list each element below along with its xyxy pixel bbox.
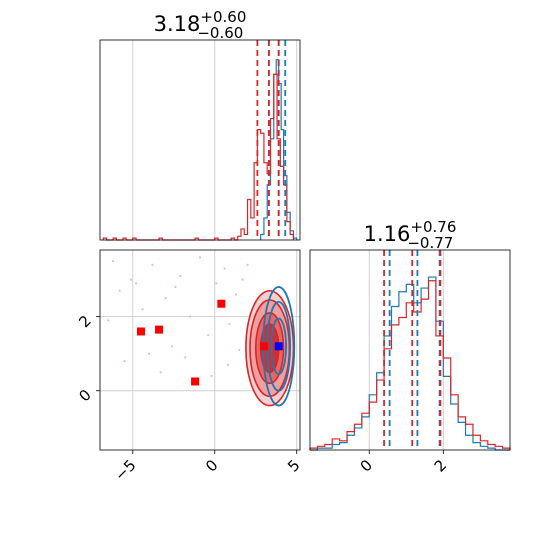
scatter-point: [234, 293, 238, 296]
scatter-point: [241, 278, 244, 281]
bottom-right-hist-series-1: [309, 280, 511, 450]
top-left-title-median: 3.18: [154, 12, 201, 36]
scatter-point: [215, 282, 218, 285]
scatter-point: [118, 289, 121, 292]
scatter-point: [107, 319, 110, 322]
square-marker: [217, 299, 226, 308]
top-left-title: 3.18+0.60 −0.60: [154, 8, 247, 42]
scatter-point: [123, 360, 126, 363]
top-left-title-lower: −0.60: [197, 24, 243, 42]
scatter-point: [174, 285, 177, 289]
scatter-point: [141, 308, 144, 311]
square-marker: [155, 325, 164, 334]
joint-scatter: [107, 256, 252, 378]
square-marker: [191, 377, 200, 386]
top-left-grid: [132, 40, 298, 240]
scatter-point: [148, 352, 151, 355]
scatter-point: [238, 348, 241, 352]
square-marker: [274, 342, 283, 351]
scatter-point: [151, 263, 154, 266]
scatter-point: [207, 334, 210, 337]
joint-markers: [136, 299, 283, 386]
scatter-point: [189, 315, 192, 318]
bottom-right-title-upper: +0.76: [410, 218, 456, 236]
bottom-right-frame: [309, 249, 511, 451]
joint-frame: [99, 249, 301, 451]
scatter-point: [179, 274, 182, 278]
scatter-point: [223, 267, 226, 270]
bottom-right-quantile-lines: [383, 250, 442, 450]
square-marker: [136, 327, 145, 336]
top-left-title-upper: +0.60: [200, 8, 246, 26]
top-left-panel: 3.18+0.60 −0.60: [99, 8, 301, 241]
square-marker: [259, 342, 268, 351]
joint-panel: −5 0 502: [75, 249, 304, 484]
bottom-right-title: 1.16+0.76 −0.77: [364, 218, 457, 252]
scatter-point: [210, 374, 213, 378]
bottom-right-histograms: [309, 276, 511, 451]
scatter-point: [184, 356, 187, 359]
scatter-point: [171, 345, 174, 348]
scatter-point: [159, 371, 162, 374]
scatter-point: [164, 297, 167, 300]
top-left-quantile-lines: [256, 40, 287, 240]
scatter-point: [228, 322, 231, 326]
scatter-point: [130, 278, 133, 281]
scatter-point: [134, 282, 138, 285]
bottom-right-title-median: 1.16: [364, 222, 411, 246]
scatter-point: [112, 260, 115, 263]
bottom-right-title-lower: −0.77: [407, 234, 453, 252]
scatter-point: [226, 363, 229, 366]
blue-contour-level: [270, 317, 287, 375]
scatter-point: [246, 263, 249, 266]
top-left-frame: [99, 39, 301, 241]
scatter-point: [198, 256, 202, 259]
